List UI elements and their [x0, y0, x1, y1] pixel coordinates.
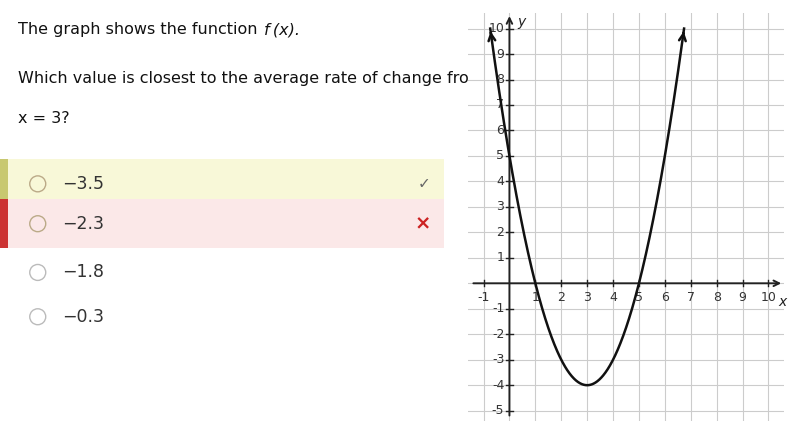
Text: 5: 5	[496, 149, 504, 163]
Text: −0.3: −0.3	[62, 308, 104, 326]
Bar	[0, 199, 8, 248]
Text: 9: 9	[738, 291, 746, 304]
Text: 7: 7	[686, 291, 694, 304]
Text: ✓: ✓	[418, 176, 430, 191]
Text: −3.5: −3.5	[62, 175, 104, 193]
Text: Which value is closest to the average rate of change from x = 1 to: Which value is closest to the average ra…	[18, 71, 554, 86]
Text: 8: 8	[713, 291, 721, 304]
Text: -1: -1	[492, 302, 504, 315]
Bar	[0, 159, 8, 208]
Text: −2.3: −2.3	[62, 215, 104, 233]
Text: 5: 5	[635, 291, 643, 304]
Text: 6: 6	[496, 124, 504, 137]
Text: 4: 4	[496, 175, 504, 188]
Text: 3: 3	[496, 200, 504, 214]
Text: 2: 2	[496, 226, 504, 239]
Text: x = 3?: x = 3?	[18, 111, 70, 126]
Text: -4: -4	[492, 379, 504, 392]
Text: -2: -2	[492, 328, 504, 341]
Bar	[0, 159, 444, 208]
Text: -3: -3	[492, 353, 504, 366]
Circle shape	[30, 176, 46, 192]
Text: 10: 10	[488, 22, 504, 35]
Bar	[0, 292, 444, 341]
Text: 10: 10	[761, 291, 776, 304]
Text: f (x).: f (x).	[264, 22, 300, 37]
Text: 9: 9	[496, 47, 504, 61]
Text: y: y	[518, 15, 526, 28]
Text: −1.8: −1.8	[62, 264, 104, 281]
Text: 1: 1	[531, 291, 539, 304]
Circle shape	[30, 216, 46, 232]
Text: 6: 6	[661, 291, 669, 304]
Text: 1: 1	[496, 251, 504, 264]
Text: 2: 2	[558, 291, 565, 304]
Circle shape	[30, 264, 46, 280]
Text: 8: 8	[496, 73, 504, 86]
Text: 4: 4	[609, 291, 617, 304]
Text: 7: 7	[496, 98, 504, 112]
Text: 3: 3	[583, 291, 591, 304]
Bar	[0, 199, 444, 248]
Bar	[0, 248, 444, 297]
Text: ×: ×	[414, 214, 430, 233]
Circle shape	[30, 309, 46, 325]
Text: -5: -5	[492, 404, 504, 417]
Text: The graph shows the function: The graph shows the function	[18, 22, 262, 37]
Text: -1: -1	[478, 291, 490, 304]
Text: x: x	[778, 295, 787, 309]
